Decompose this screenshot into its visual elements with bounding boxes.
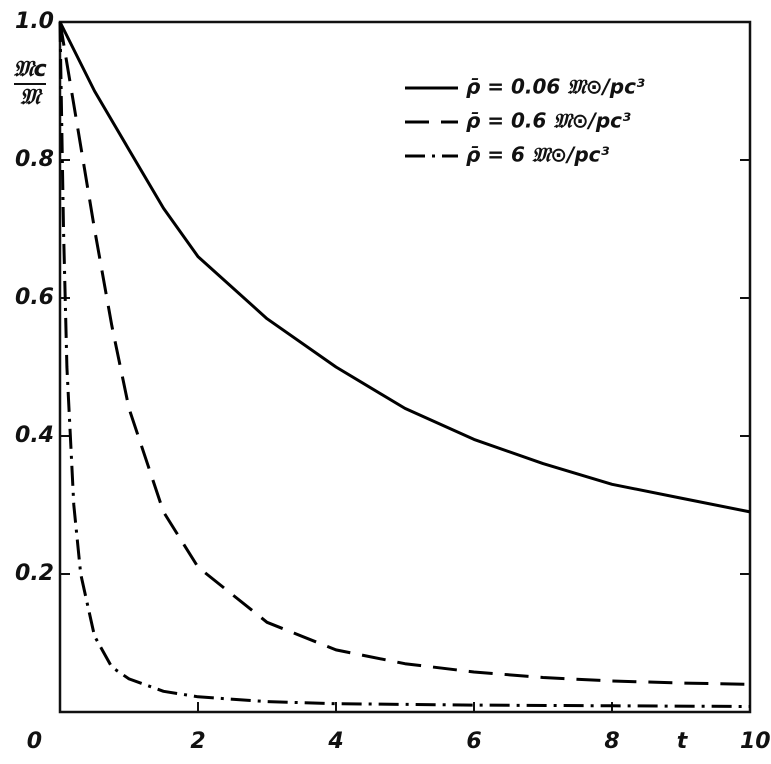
y-tick-label: 0.2	[15, 561, 54, 586]
x-tick-label: 4	[327, 729, 343, 754]
line-series	[58, 21, 751, 708]
x-label: t	[677, 729, 689, 754]
x-tick-label: 10	[740, 729, 771, 754]
legend-label: ρ̄ = 0.6 𝔐⊙/pc³	[466, 109, 631, 133]
line-series	[58, 21, 751, 514]
y-tick-label: 0.4	[15, 423, 54, 448]
legend-label: ρ̄ = 6 𝔐⊙/pc³	[466, 143, 610, 167]
x-tick-label: 0	[27, 729, 42, 754]
x-tick-label: 2	[190, 729, 205, 754]
plot-frame	[58, 20, 752, 714]
y-label-numerator: 𝔐c	[13, 57, 46, 82]
y-tick-label: 1.0	[15, 9, 54, 34]
x-tick-label: 8	[604, 729, 619, 754]
y-tick-label: 0.8	[15, 147, 54, 172]
y-tick-label: 0.6	[15, 285, 54, 310]
y-label-denominator: 𝔐	[20, 85, 43, 110]
x-tick-label: 6	[466, 729, 481, 754]
legend-label: ρ̄ = 0.06 𝔐⊙/pc³	[466, 75, 645, 99]
line-series	[58, 21, 751, 686]
